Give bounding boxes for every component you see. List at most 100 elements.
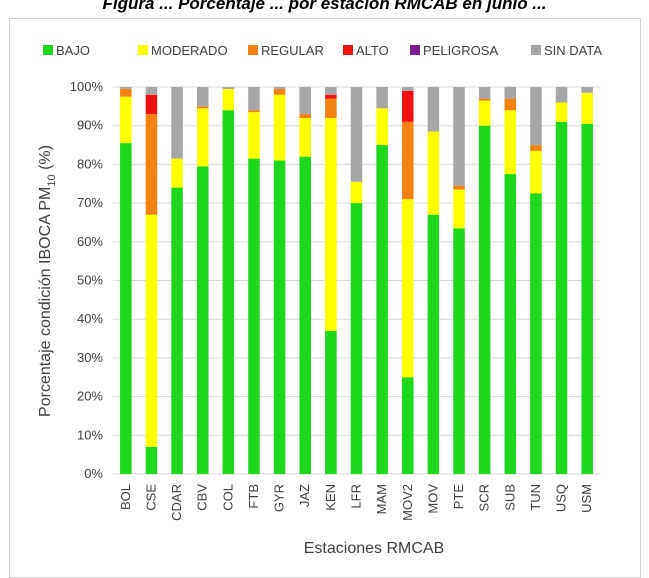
bar-mov-bajo [427, 214, 440, 474]
bar-ken-bajo [325, 330, 337, 474]
bar-tun-sin-data [530, 87, 542, 146]
y-axis-title-subscript: 10 [46, 174, 58, 186]
y-tick-label: 20% [77, 389, 103, 404]
legend-swatch [43, 45, 53, 55]
x-tick-label: BOL [118, 484, 133, 510]
x-tick-label: JAZ [297, 484, 312, 507]
bar-col-moderado [222, 88, 235, 111]
bar-mov2-regular [401, 121, 414, 200]
legend-label: REGULAR [261, 43, 324, 58]
y-tick-label: 10% [77, 427, 103, 442]
bar-pte-moderado [453, 189, 465, 229]
x-tick-label: KEN [323, 484, 338, 511]
y-tick-label: 0% [84, 466, 103, 481]
bar-scr-bajo [478, 125, 491, 474]
y-tick-label: 50% [77, 273, 103, 288]
bar-ken-alto [325, 94, 337, 99]
x-tick-label: USQ [554, 484, 569, 512]
legend-swatch [248, 45, 258, 55]
bar-gyr-bajo [273, 160, 286, 474]
legend-swatch [410, 45, 420, 55]
bar-cse-bajo [145, 446, 158, 474]
x-tick-label: LFR [349, 484, 364, 509]
y-tick-label: 90% [77, 118, 103, 133]
bar-mov2-moderado [401, 199, 414, 378]
x-tick-label: SUB [502, 484, 517, 511]
bar-cse-alto [145, 94, 158, 115]
bars [120, 87, 593, 475]
bar-sub-bajo [504, 174, 517, 474]
figure-caption: Figura ... Porcentaje ... por estación R… [102, 0, 547, 13]
bar-scr-regular [478, 98, 491, 101]
legend-label: BAJO [56, 43, 90, 58]
bar-scr-sin-data [478, 87, 491, 99]
x-tick-label: MAM [374, 484, 389, 514]
legend-label: PELIGROSA [423, 43, 498, 58]
x-tick-label: PTE [451, 484, 466, 510]
bar-cbv-regular [196, 106, 209, 109]
y-tick-label: 60% [77, 234, 103, 249]
bar-cse-sin-data [145, 87, 158, 95]
bar-ftb-regular [248, 110, 260, 113]
stacked-bar-chart: BAJO MODERADO REGULAR ALTO PELIGROSA SIN DATA… [37, 43, 602, 557]
bar-ken-moderado [325, 117, 337, 331]
y-tick-label: 100% [70, 79, 104, 94]
bar-jaz-regular [299, 114, 312, 118]
bar-tun-moderado [530, 150, 542, 194]
bar-ftb-sin-data [248, 87, 260, 111]
bar-usm-moderado [581, 92, 593, 124]
x-tick-label: GYR [272, 484, 287, 512]
y-tick-label: 70% [77, 195, 103, 210]
bar-pte-sin-data [453, 87, 465, 186]
x-tick-label: CBV [195, 484, 210, 511]
bar-bol-regular [120, 88, 132, 97]
bar-pte-bajo [453, 228, 465, 474]
bar-scr-moderado [478, 100, 491, 126]
y-tick-label: 30% [77, 350, 103, 365]
bar-mov2-bajo [401, 377, 414, 474]
x-tick-label: COL [220, 484, 235, 511]
legend-label: MODERADO [151, 43, 228, 58]
bar-usq-sin-data [555, 87, 568, 103]
bar-gyr-sin-data [273, 87, 286, 89]
bar-sub-moderado [504, 110, 517, 175]
x-tick-label: SCR [477, 484, 492, 511]
bar-cbv-bajo [196, 166, 209, 474]
bar-lfr-moderado [350, 181, 363, 204]
legend: BAJO MODERADO REGULAR ALTO PELIGROSA SIN DATA [43, 43, 602, 58]
y-axis-title-suffix: (%) [37, 145, 54, 174]
bar-gyr-regular [273, 88, 286, 95]
bar-mam-bajo [376, 145, 388, 475]
bar-pte-regular [453, 185, 465, 190]
y-tick-label: 40% [77, 311, 103, 326]
x-tick-label: CSE [143, 484, 158, 511]
bar-mov2-sin-data [401, 87, 414, 91]
bar-usq-moderado [555, 102, 568, 122]
bar-jaz-sin-data [299, 87, 312, 115]
bar-sub-regular [504, 98, 517, 111]
bar-mov2-alto [401, 90, 414, 122]
y-axis-ticks: 0% 10% 20% 30% 40% 50% 60% 70% 80% 90% 100% [70, 79, 104, 481]
bar-lfr-bajo [350, 203, 363, 474]
bar-col-bajo [222, 110, 235, 474]
bar-cbv-sin-data [196, 87, 209, 107]
y-axis-title-main: Porcentaje condición IBOCA PM [37, 187, 54, 417]
bar-usm-sin-data [581, 87, 593, 93]
bar-gyr-moderado [273, 94, 286, 161]
x-tick-label: CDAR [169, 484, 184, 521]
bar-tun-bajo [530, 193, 542, 475]
bar-cdar-moderado [171, 158, 183, 188]
x-tick-label: TUN [528, 484, 543, 511]
legend-swatch [138, 45, 148, 55]
bar-mov-sin-data [427, 87, 440, 132]
bar-ken-regular [325, 98, 337, 118]
legend-label: SIN DATA [544, 43, 602, 58]
x-axis-ticks: BOL CSE CDAR CBV COL FTB GYR JAZ KEN LFR MAM MOV2 MO… [118, 484, 594, 521]
bar-bol-moderado [120, 96, 132, 144]
bar-bol-sin-data [120, 87, 132, 89]
bar-usq-bajo [555, 121, 568, 474]
bar-ftb-bajo [248, 158, 260, 474]
bar-cse-moderado [145, 214, 158, 447]
legend-swatch [343, 45, 353, 55]
bar-cbv-moderado [196, 108, 209, 167]
